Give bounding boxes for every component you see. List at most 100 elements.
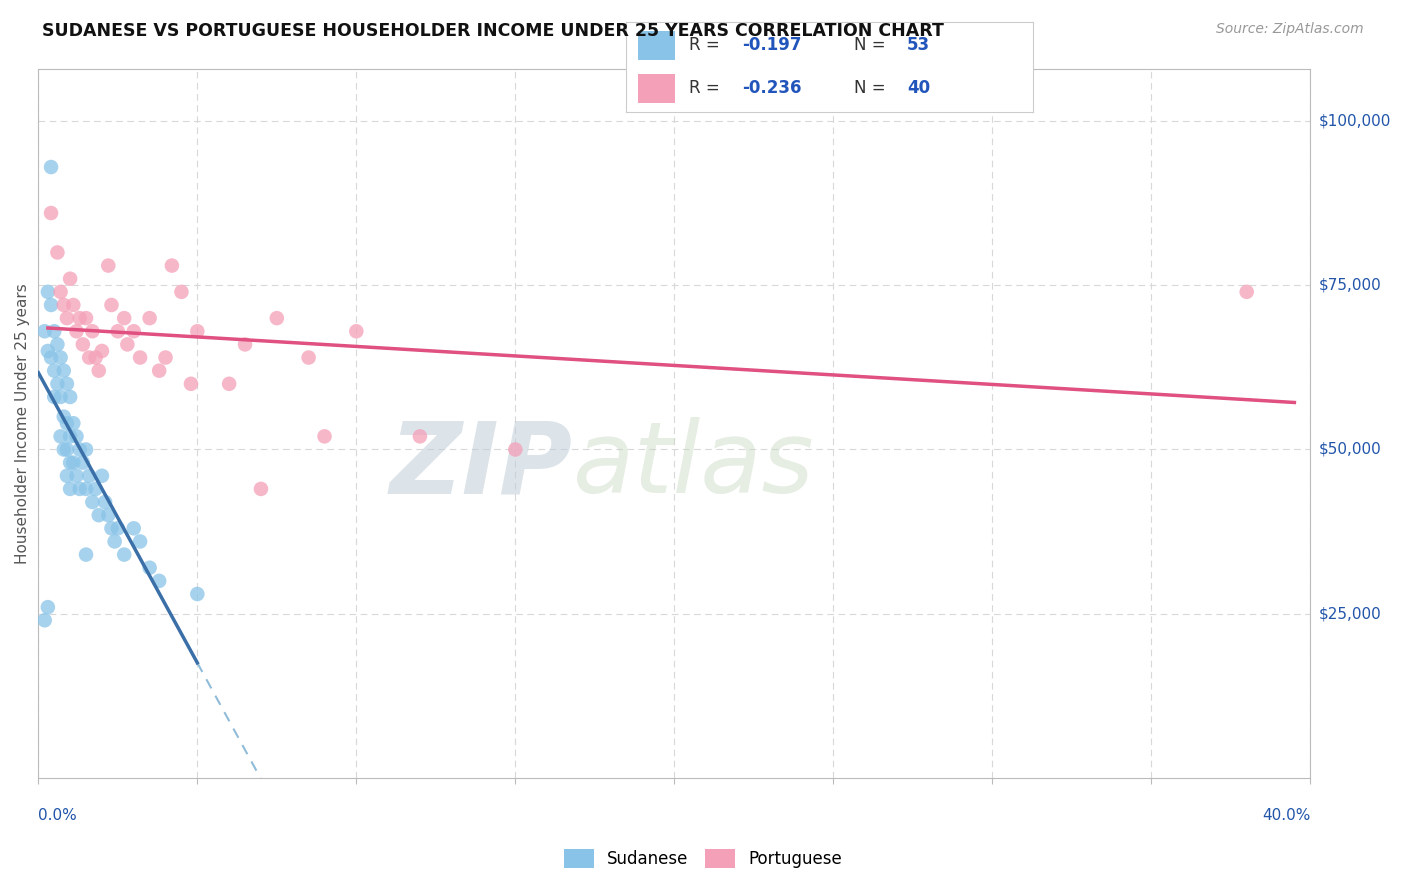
Text: N =: N =: [853, 79, 891, 97]
Point: [250, 482, 273, 496]
Point: [112, 311, 135, 326]
Point: [39, 351, 62, 365]
Point: [56, 416, 79, 430]
Point: [65, 324, 87, 338]
Point: [49, 390, 72, 404]
Point: [505, 442, 527, 457]
Point: [44, 364, 66, 378]
Point: [52, 409, 75, 424]
Point: [100, 298, 122, 312]
Point: [129, 351, 152, 365]
Point: [90, 468, 112, 483]
Text: -0.236: -0.236: [742, 79, 801, 97]
Point: [112, 548, 135, 562]
Point: [94, 495, 117, 509]
Point: [59, 429, 82, 443]
Point: [65, 429, 87, 443]
Point: [107, 324, 129, 338]
FancyBboxPatch shape: [638, 74, 675, 103]
Point: [37, 343, 59, 358]
Text: -0.197: -0.197: [742, 37, 801, 54]
Point: [44, 324, 66, 338]
Text: 0.0%: 0.0%: [38, 808, 77, 823]
FancyBboxPatch shape: [638, 31, 675, 60]
Point: [46, 245, 69, 260]
Point: [59, 456, 82, 470]
Point: [34, 613, 56, 627]
Point: [69, 482, 91, 496]
Point: [218, 376, 240, 391]
Point: [52, 298, 75, 312]
Point: [409, 429, 432, 443]
Point: [186, 324, 208, 338]
Point: [56, 442, 79, 457]
Point: [129, 534, 152, 549]
Point: [122, 521, 145, 535]
Point: [39, 206, 62, 220]
Point: [72, 456, 94, 470]
Point: [104, 534, 127, 549]
Text: $25,000: $25,000: [1319, 607, 1381, 621]
Point: [186, 587, 208, 601]
Point: [90, 343, 112, 358]
Text: $100,000: $100,000: [1319, 113, 1391, 128]
Text: $75,000: $75,000: [1319, 277, 1381, 293]
Point: [62, 416, 84, 430]
Text: Source: ZipAtlas.com: Source: ZipAtlas.com: [1216, 22, 1364, 37]
Text: R =: R =: [689, 79, 725, 97]
Point: [148, 574, 170, 588]
Point: [37, 285, 59, 299]
Point: [75, 442, 97, 457]
Point: [52, 442, 75, 457]
Point: [266, 311, 288, 326]
Point: [77, 351, 100, 365]
Point: [233, 337, 256, 351]
Point: [65, 468, 87, 483]
Text: 40.0%: 40.0%: [1263, 808, 1310, 823]
Point: [107, 521, 129, 535]
Point: [72, 337, 94, 351]
Point: [44, 390, 66, 404]
Point: [155, 351, 177, 365]
Point: [117, 337, 139, 351]
Point: [46, 376, 69, 391]
Point: [59, 271, 82, 285]
Text: $50,000: $50,000: [1319, 442, 1381, 457]
Point: [39, 160, 62, 174]
Point: [49, 429, 72, 443]
Point: [56, 376, 79, 391]
Point: [84, 351, 107, 365]
Point: [100, 521, 122, 535]
Point: [87, 364, 110, 378]
Point: [34, 324, 56, 338]
Point: [160, 259, 183, 273]
Text: SUDANESE VS PORTUGUESE HOUSEHOLDER INCOME UNDER 25 YEARS CORRELATION CHART: SUDANESE VS PORTUGUESE HOUSEHOLDER INCOM…: [42, 22, 943, 40]
Point: [138, 311, 160, 326]
Text: 40: 40: [907, 79, 931, 97]
Point: [75, 548, 97, 562]
Point: [138, 560, 160, 574]
Point: [77, 468, 100, 483]
Text: ZIP: ZIP: [389, 417, 572, 515]
Point: [56, 311, 79, 326]
Point: [122, 324, 145, 338]
Point: [62, 456, 84, 470]
Point: [56, 468, 79, 483]
Point: [69, 442, 91, 457]
Point: [148, 364, 170, 378]
Point: [75, 311, 97, 326]
Point: [49, 351, 72, 365]
Point: [170, 285, 193, 299]
Point: [87, 508, 110, 523]
Text: 53: 53: [907, 37, 931, 54]
Point: [62, 298, 84, 312]
Point: [46, 337, 69, 351]
Legend: Sudanese, Portuguese: Sudanese, Portuguese: [557, 842, 849, 875]
Point: [97, 508, 120, 523]
Point: [75, 482, 97, 496]
Point: [1236, 285, 1258, 299]
Text: R =: R =: [689, 37, 725, 54]
Point: [52, 364, 75, 378]
Point: [39, 298, 62, 312]
Point: [314, 429, 336, 443]
